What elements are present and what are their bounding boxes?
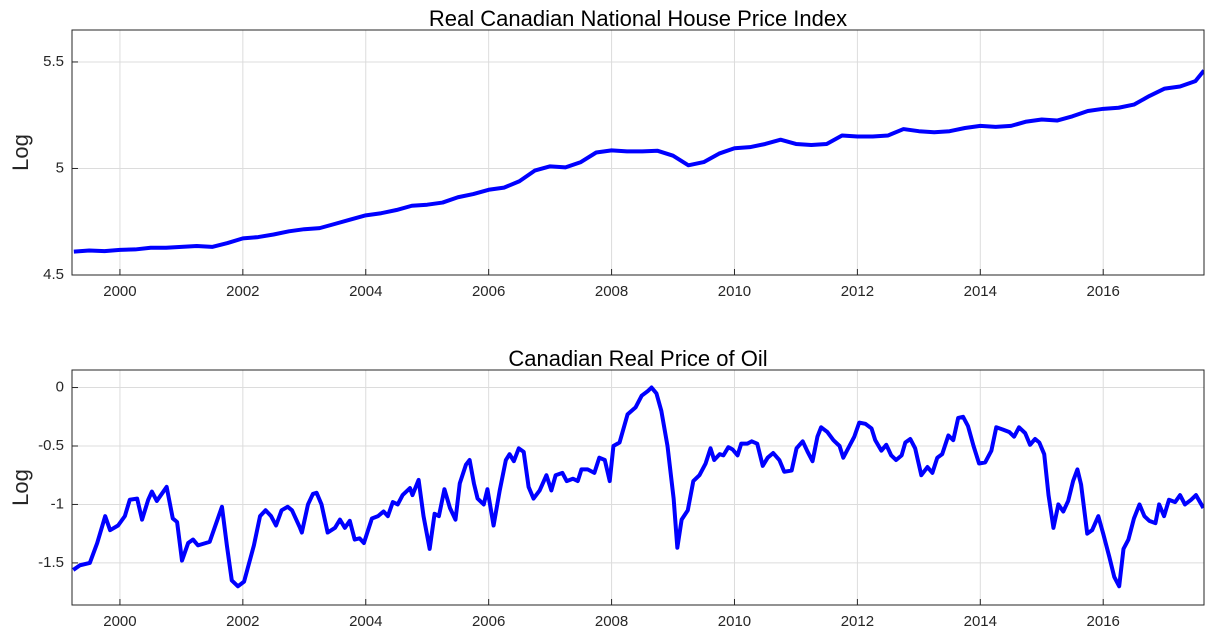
x-tick-label: 2010 (718, 283, 751, 300)
y-tick-label: 5 (56, 159, 64, 176)
x-tick-label: 2006 (472, 613, 505, 630)
x-tick-label: 2012 (841, 613, 874, 630)
x-tick-label: 2000 (103, 613, 136, 630)
y-axis-label: Log (8, 469, 33, 506)
y-tick-label: -1.5 (38, 554, 64, 571)
x-tick-label: 2016 (1087, 283, 1120, 300)
x-tick-label: 2004 (349, 613, 382, 630)
y-axis-label: Log (8, 134, 33, 171)
data-line (73, 69, 1204, 254)
x-tick-label: 2008 (595, 283, 628, 300)
y-tick-label: 5.5 (43, 53, 64, 70)
y-tick-label: -0.5 (38, 437, 64, 454)
x-tick-label: 2012 (841, 283, 874, 300)
x-tick-label: 2010 (718, 613, 751, 630)
y-tick-label: -1 (51, 495, 64, 512)
y-tick-label: 0 (56, 379, 64, 396)
data-line (72, 385, 1204, 589)
x-tick-label: 2016 (1087, 613, 1120, 630)
chart-title: Canadian Real Price of Oil (508, 346, 767, 371)
x-tick-label: 2014 (964, 283, 997, 300)
plot-area (72, 370, 1204, 605)
y-tick-label: 4.5 (43, 266, 64, 283)
axes-frame (71, 369, 1205, 606)
x-tick-label: 2006 (472, 283, 505, 300)
chart-title: Real Canadian National House Price Index (429, 6, 847, 31)
x-tick-label: 2002 (226, 283, 259, 300)
x-tick-label: 2002 (226, 613, 259, 630)
x-tick-label: 2014 (964, 613, 997, 630)
x-tick-label: 2000 (103, 283, 136, 300)
x-tick-label: 2004 (349, 283, 382, 300)
axes-frame (71, 29, 1205, 276)
x-tick-label: 2008 (595, 613, 628, 630)
